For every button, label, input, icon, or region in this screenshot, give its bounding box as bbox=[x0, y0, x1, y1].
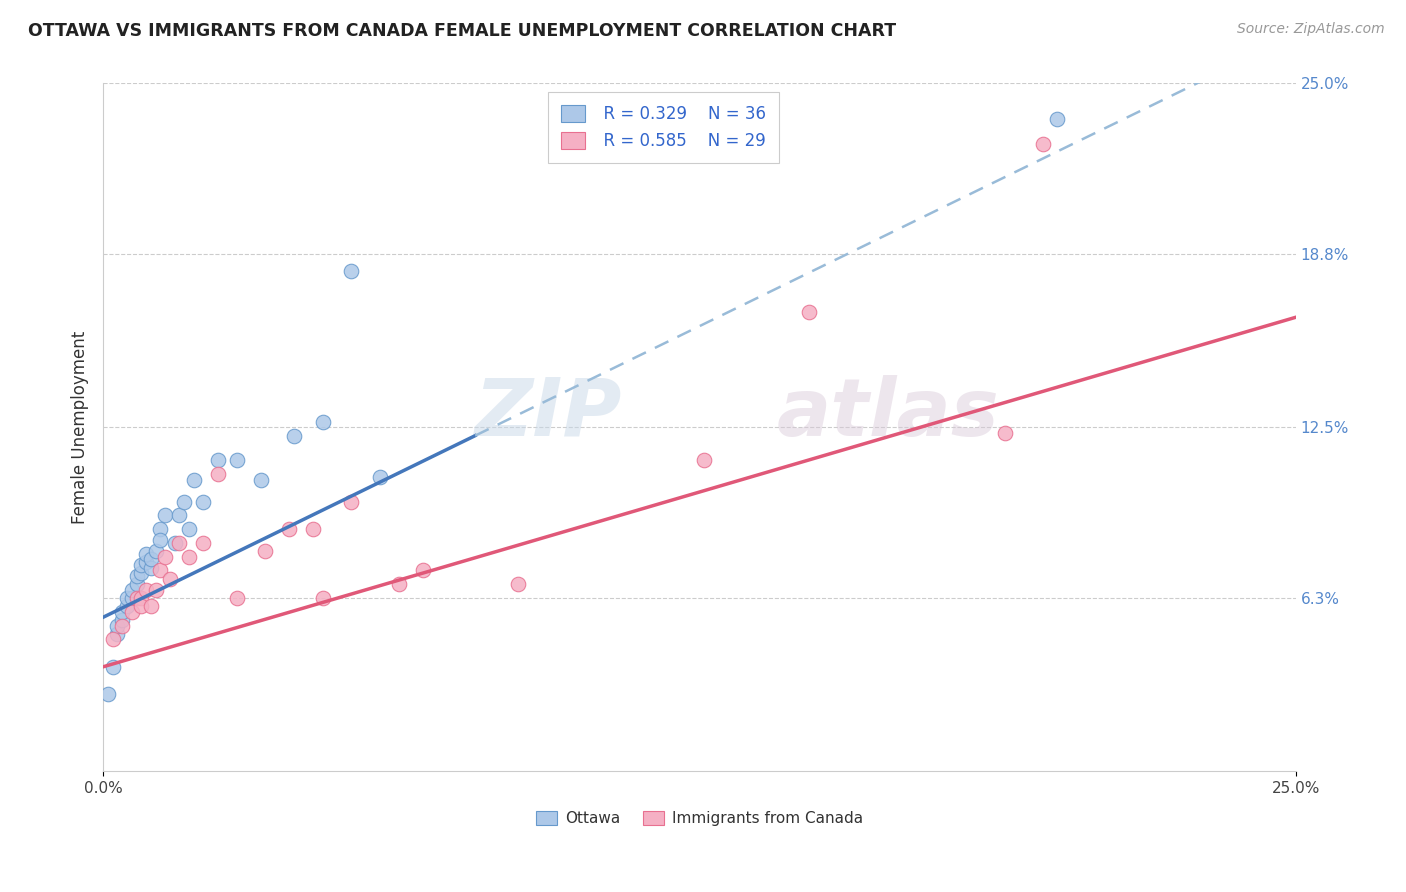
Point bbox=[249, 473, 271, 487]
Text: OTTAWA VS IMMIGRANTS FROM CANADA FEMALE UNEMPLOYMENT CORRELATION CHART: OTTAWA VS IMMIGRANTS FROM CANADA FEMALE … bbox=[28, 22, 896, 40]
Point bbox=[125, 569, 148, 583]
Point bbox=[388, 577, 411, 591]
Point bbox=[169, 536, 191, 550]
Point bbox=[107, 618, 129, 632]
Point bbox=[129, 558, 152, 572]
Point bbox=[121, 582, 143, 597]
Point bbox=[177, 522, 200, 536]
Point bbox=[149, 564, 172, 578]
Point bbox=[145, 582, 167, 597]
Point bbox=[412, 564, 434, 578]
Point bbox=[1032, 136, 1054, 151]
Point bbox=[225, 453, 247, 467]
Point bbox=[129, 591, 152, 605]
Point bbox=[121, 605, 143, 619]
Point bbox=[506, 577, 529, 591]
Point bbox=[97, 687, 120, 701]
Point bbox=[101, 660, 124, 674]
Y-axis label: Female Unemployment: Female Unemployment bbox=[72, 331, 89, 524]
Point bbox=[340, 263, 363, 277]
Point bbox=[121, 591, 143, 605]
Point bbox=[302, 522, 325, 536]
Point bbox=[193, 536, 215, 550]
Point bbox=[135, 555, 157, 569]
Point bbox=[101, 632, 124, 647]
Point bbox=[135, 547, 157, 561]
Point bbox=[163, 536, 186, 550]
Point bbox=[111, 605, 134, 619]
Point bbox=[139, 552, 162, 566]
Point bbox=[149, 533, 172, 548]
Point bbox=[153, 508, 176, 523]
Point bbox=[225, 591, 247, 605]
Point bbox=[1046, 112, 1069, 127]
Point bbox=[797, 305, 820, 319]
Legend: Ottawa, Immigrants from Canada: Ottawa, Immigrants from Canada bbox=[530, 805, 869, 832]
Point bbox=[173, 494, 195, 508]
Point bbox=[115, 599, 138, 614]
Point bbox=[283, 428, 305, 442]
Point bbox=[139, 560, 162, 574]
Point bbox=[368, 470, 391, 484]
Point bbox=[153, 549, 176, 564]
Point bbox=[115, 591, 138, 605]
Point bbox=[693, 453, 716, 467]
Point bbox=[111, 618, 134, 632]
Point bbox=[129, 599, 152, 614]
Point bbox=[340, 494, 363, 508]
Point bbox=[129, 566, 152, 581]
Point bbox=[254, 544, 277, 558]
Point bbox=[207, 453, 229, 467]
Point bbox=[207, 467, 229, 482]
Point bbox=[107, 627, 129, 641]
Text: Source: ZipAtlas.com: Source: ZipAtlas.com bbox=[1237, 22, 1385, 37]
Point bbox=[159, 572, 181, 586]
Point bbox=[169, 508, 191, 523]
Point bbox=[183, 473, 205, 487]
Point bbox=[125, 577, 148, 591]
Point bbox=[311, 415, 333, 429]
Point bbox=[278, 522, 301, 536]
Point bbox=[311, 591, 333, 605]
Point bbox=[111, 613, 134, 627]
Point bbox=[177, 549, 200, 564]
Point bbox=[125, 591, 148, 605]
Point bbox=[145, 544, 167, 558]
Point bbox=[994, 425, 1017, 440]
Point bbox=[193, 494, 215, 508]
Point bbox=[135, 582, 157, 597]
Text: ZIP: ZIP bbox=[474, 375, 621, 452]
Point bbox=[149, 522, 172, 536]
Point bbox=[139, 599, 162, 614]
Text: atlas: atlas bbox=[778, 375, 1000, 452]
